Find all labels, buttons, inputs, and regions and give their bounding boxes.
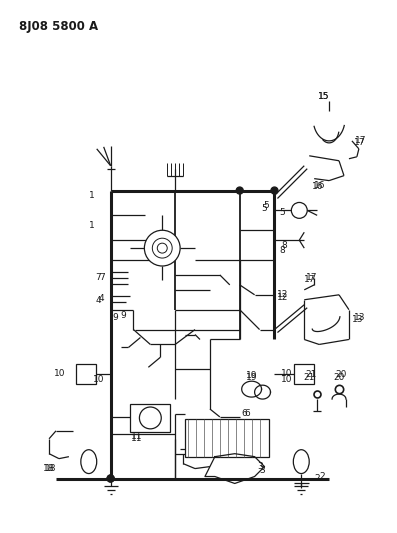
Text: 10: 10 [54, 369, 66, 378]
Text: 6: 6 [245, 409, 251, 418]
Text: 7: 7 [99, 273, 105, 282]
Text: 12: 12 [278, 293, 289, 302]
Circle shape [271, 187, 278, 194]
Text: 11: 11 [131, 434, 142, 443]
Circle shape [157, 243, 167, 253]
Text: 17: 17 [355, 136, 366, 146]
Text: 2: 2 [319, 472, 325, 481]
Circle shape [236, 187, 243, 194]
Text: 3: 3 [260, 466, 265, 475]
Text: 3: 3 [258, 462, 263, 471]
Text: 2: 2 [314, 474, 320, 483]
Ellipse shape [293, 450, 309, 473]
Text: 1: 1 [89, 191, 94, 200]
Circle shape [139, 407, 161, 429]
Text: 11: 11 [131, 432, 142, 441]
Text: 15: 15 [318, 92, 330, 101]
Text: 4: 4 [99, 294, 105, 303]
Text: 5: 5 [262, 204, 268, 213]
Text: 4: 4 [95, 296, 101, 305]
Text: 18: 18 [45, 464, 57, 473]
Text: 5: 5 [279, 208, 285, 217]
Circle shape [107, 475, 114, 482]
Text: 10: 10 [93, 375, 105, 384]
Text: 9: 9 [121, 311, 127, 320]
Text: 16: 16 [314, 181, 326, 190]
Text: 13: 13 [352, 315, 363, 324]
Circle shape [107, 475, 114, 482]
Text: 8: 8 [281, 241, 287, 249]
Bar [185, 419, 270, 457]
Text: 20: 20 [333, 373, 345, 382]
Circle shape [152, 238, 172, 258]
Text: 6: 6 [242, 409, 247, 418]
Text: 17: 17 [304, 276, 316, 285]
Text: 5: 5 [264, 201, 270, 210]
Text: 21: 21 [304, 373, 315, 382]
Text: 13: 13 [354, 313, 365, 322]
Text: 7: 7 [95, 273, 101, 282]
Text: 16: 16 [312, 182, 324, 191]
Text: 12: 12 [278, 290, 289, 300]
Text: 19: 19 [246, 371, 257, 379]
Text: 10: 10 [281, 369, 293, 378]
Text: 17: 17 [354, 139, 365, 147]
Circle shape [145, 230, 180, 266]
Text: 10: 10 [281, 375, 293, 384]
Bar [294, 365, 314, 384]
Text: 20: 20 [335, 370, 347, 379]
Text: 8J08 5800 A: 8J08 5800 A [19, 20, 98, 33]
Text: 18: 18 [43, 464, 55, 473]
Circle shape [291, 203, 307, 219]
Bar [131, 404, 170, 432]
Text: 19: 19 [246, 373, 257, 382]
Text: 17: 17 [306, 273, 318, 282]
Text: 21: 21 [306, 370, 317, 379]
Bar [76, 365, 96, 384]
Text: 9: 9 [113, 313, 118, 322]
Text: 15: 15 [318, 92, 330, 101]
Text: 1: 1 [89, 221, 94, 230]
Ellipse shape [81, 450, 97, 473]
Text: 8: 8 [279, 246, 285, 255]
